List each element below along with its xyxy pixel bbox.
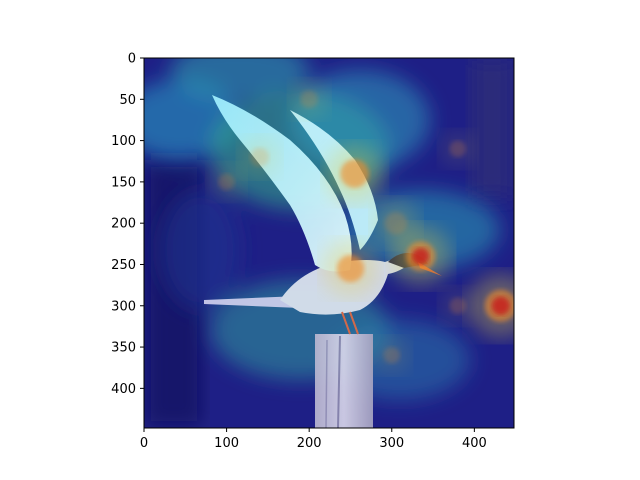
x-tick-label: 0 [140, 436, 148, 451]
heatmap-dark-right [470, 58, 514, 198]
y-tick-label: 100 [111, 134, 136, 149]
y-tick-label: 400 [111, 382, 136, 397]
bird-wing-far [290, 110, 378, 250]
y-tick-label: 0 [128, 52, 136, 67]
y-tick-label: 50 [119, 93, 136, 108]
x-axis: 0 100 200 300 400 [140, 428, 487, 451]
y-axis: 0 50 100 150 200 250 300 350 400 [111, 52, 144, 397]
hotspot [208, 164, 245, 200]
y-tick-label: 350 [111, 341, 136, 356]
hotspot [468, 273, 514, 338]
y-tick-label: 200 [111, 217, 136, 232]
hot-spots [208, 80, 514, 374]
bird-leg [349, 311, 359, 335]
hotspot [372, 199, 420, 247]
bird-leg [341, 311, 351, 335]
x-tick-label: 100 [214, 436, 239, 451]
post [315, 334, 373, 428]
post-grain [337, 335, 341, 428]
x-tick-label: 300 [379, 436, 404, 451]
hotspot [440, 288, 476, 324]
y-tick-label: 150 [111, 175, 136, 190]
heat-blob [160, 190, 240, 310]
hotspot [239, 137, 280, 178]
post-grain [325, 339, 328, 428]
hotspot [440, 131, 476, 167]
hotspot [374, 337, 410, 374]
y-tick-label: 250 [111, 258, 136, 273]
plot-frame [143, 57, 515, 429]
hotspot [325, 144, 384, 203]
x-tick-label: 400 [462, 436, 487, 451]
hotspot [322, 241, 379, 297]
x-tick-label: 200 [297, 436, 322, 451]
bird-wing [212, 95, 352, 272]
heatmap-image [144, 58, 514, 428]
hotspot [290, 80, 328, 119]
heat-blob [170, 58, 310, 100]
y-tick-label: 300 [111, 299, 136, 314]
